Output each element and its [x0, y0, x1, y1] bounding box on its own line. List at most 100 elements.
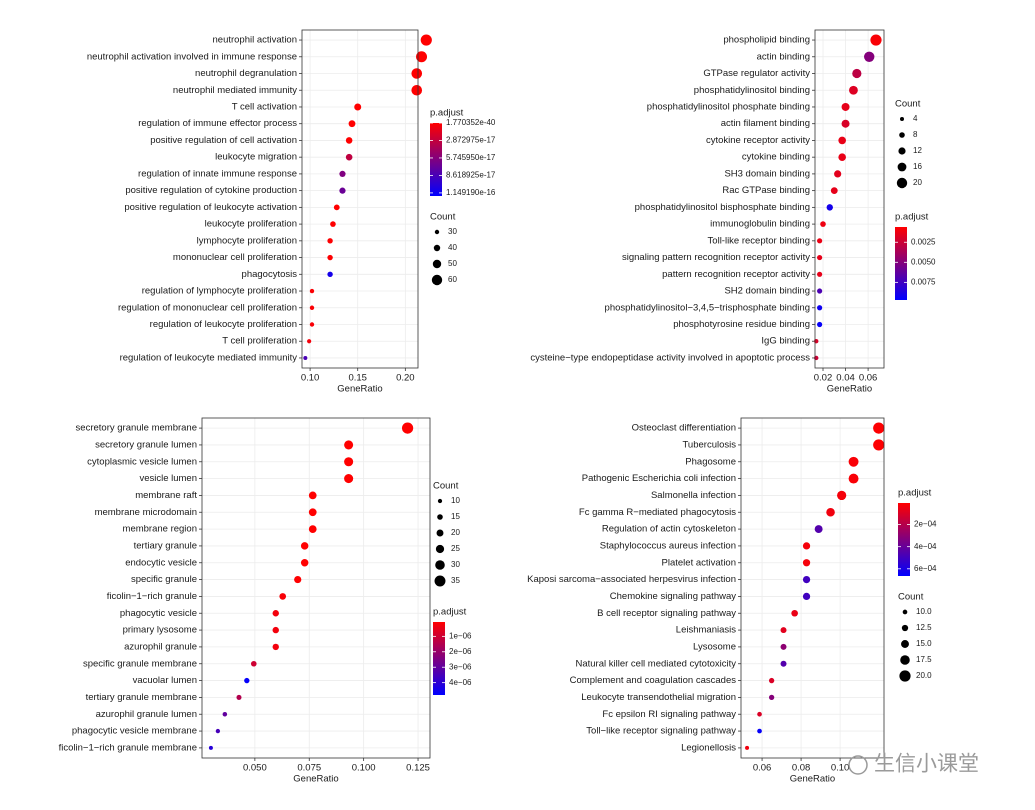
- y-tick-label: membrane raft: [135, 490, 197, 501]
- y-tick-label: lymphocyte proliferation: [197, 235, 297, 246]
- y-tick-label: Leishmaniasis: [676, 625, 736, 636]
- colorbar-tick-label: 0.0025: [911, 237, 936, 246]
- dot: [838, 136, 846, 145]
- dot: [817, 305, 823, 311]
- panel: [741, 418, 884, 758]
- dot: [236, 694, 242, 700]
- y-tick-label: regulation of innate immune response: [138, 168, 297, 179]
- y-tick-label: azurophil granule: [124, 641, 197, 652]
- y-tick-label: phagocytic vesicle: [120, 608, 197, 619]
- dot: [300, 559, 309, 567]
- y-tick-label: tertiary granule membrane: [86, 692, 197, 703]
- dot: [870, 34, 882, 46]
- colorbar-tick-label: 0.0075: [911, 277, 936, 286]
- dot: [768, 694, 775, 701]
- colorbar: [430, 123, 442, 196]
- size-legend-dot: [896, 177, 908, 189]
- y-tick-label: phospholipid binding: [723, 35, 810, 46]
- dot: [420, 34, 432, 46]
- dot: [300, 542, 309, 550]
- y-tick-label: neutrophil degranulation: [195, 68, 297, 79]
- dot: [802, 592, 811, 601]
- color-legend-title: p.adjust: [430, 108, 464, 119]
- colorbar-tick-label: 2e−06: [449, 647, 472, 656]
- size-legend-label: 10.0: [916, 607, 932, 616]
- size-legend-label: 50: [448, 259, 457, 268]
- x-tick-label: 0.100: [352, 763, 376, 774]
- x-tick-label: 0.10: [831, 763, 850, 774]
- dot: [294, 575, 302, 584]
- y-tick-label: cysteine−type endopeptidase activity inv…: [530, 352, 810, 363]
- dot: [873, 439, 885, 451]
- size-legend-label: 15: [451, 512, 460, 521]
- size-legend-label: 30: [448, 227, 457, 236]
- y-tick-label: phosphatidylinositol binding: [694, 85, 810, 96]
- y-tick-label: immunoglobulin binding: [710, 219, 810, 230]
- size-legend-label: 30: [451, 560, 460, 569]
- size-legend-dot: [901, 624, 909, 632]
- size-legend-title: Count: [433, 481, 459, 492]
- size-legend-dot: [434, 229, 440, 235]
- y-tick-label: Fc epsilon RI signaling pathway: [602, 709, 736, 720]
- dot: [411, 68, 423, 79]
- size-legend-dot: [902, 609, 908, 615]
- dot: [838, 153, 846, 161]
- y-tick-label: Platelet activation: [662, 557, 736, 568]
- y-tick-label: phagocytic vesicle membrane: [72, 726, 197, 737]
- y-tick-label: positive regulation of cell activation: [150, 135, 297, 146]
- x-tick-label: 0.04: [836, 373, 855, 384]
- dot: [826, 507, 835, 517]
- size-legend-dot: [898, 147, 906, 155]
- y-tick-label: neutrophil mediated immunity: [173, 85, 297, 96]
- dot: [814, 525, 823, 534]
- size-legend-title: Count: [898, 592, 924, 603]
- x-tick-label: 0.125: [406, 763, 430, 774]
- y-tick-label: signaling pattern recognition receptor a…: [622, 252, 810, 263]
- dot: [848, 473, 859, 484]
- size-legend-label: 20.0: [916, 671, 932, 680]
- colorbar-tick-label: 3e−06: [449, 662, 472, 671]
- dot: [791, 609, 798, 617]
- x-tick-label: 0.02: [814, 373, 833, 384]
- size-legend-label: 16: [913, 162, 922, 171]
- panel: [815, 30, 884, 368]
- dot: [308, 491, 317, 500]
- y-tick-label: Toll-like receptor binding: [708, 235, 810, 246]
- size-legend-label: 8: [913, 130, 918, 139]
- dot: [303, 355, 308, 360]
- y-tick-label: phosphatidylinositol bisphosphate bindin…: [635, 202, 810, 213]
- y-tick-label: leukocyte proliferation: [205, 219, 297, 230]
- colorbar-tick-label: 2.872975e-17: [446, 136, 496, 145]
- dot: [834, 170, 842, 178]
- colorbar-tick-label: 1.770352e-40: [446, 118, 496, 127]
- y-tick-label: membrane microdomain: [95, 507, 197, 518]
- dot: [802, 559, 811, 567]
- dot: [841, 102, 850, 111]
- dot: [401, 422, 414, 434]
- size-legend-dot: [901, 640, 909, 648]
- size-legend-label: 12.5: [916, 623, 932, 632]
- y-tick-label: regulation of leukocyte mediated immunit…: [120, 352, 298, 363]
- dot: [327, 271, 333, 277]
- colorbar-tick-label: 4e−06: [449, 678, 472, 687]
- dot: [330, 221, 336, 227]
- y-tick-label: Phagosome: [685, 456, 736, 467]
- y-tick-label: regulation of immune effector process: [138, 118, 297, 129]
- dot: [780, 660, 787, 667]
- dot: [780, 627, 787, 634]
- dot: [826, 204, 833, 211]
- y-tick-label: Pathogenic Escherichia coli infection: [582, 473, 736, 484]
- panel-border: [201, 417, 431, 759]
- x-axis-label: GeneRatio: [827, 384, 872, 395]
- dot: [344, 474, 354, 484]
- size-legend-dot: [431, 274, 443, 286]
- dot: [768, 677, 775, 684]
- dot: [841, 119, 850, 128]
- size-legend-label: 17.5: [916, 655, 932, 664]
- size-legend-dot: [900, 655, 910, 665]
- size-legend-dot: [899, 132, 905, 138]
- x-tick-label: 0.15: [348, 373, 367, 384]
- dot: [852, 68, 862, 79]
- colorbar: [895, 227, 907, 300]
